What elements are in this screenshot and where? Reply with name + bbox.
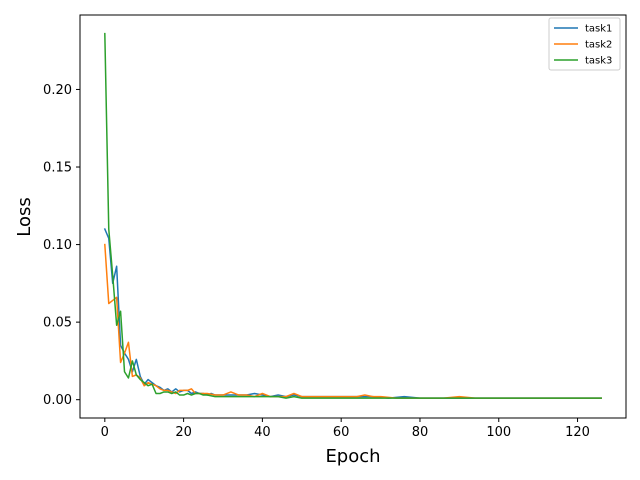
y-tick-label: 0.10: [43, 238, 72, 253]
x-tick-label: 120: [565, 425, 590, 440]
legend-label-task3: task3: [585, 56, 612, 67]
x-tick-label: 40: [254, 425, 271, 440]
legend-box: [548, 17, 621, 71]
y-tick-label: 0.20: [43, 83, 72, 98]
x-tick-label: 60: [333, 425, 350, 440]
x-tick-label: 100: [486, 425, 511, 440]
y-tick-label: 0.00: [43, 393, 72, 408]
y-axis-ticks: 0.00 0.05 0.10 0.15 0.20: [43, 83, 80, 408]
x-tick-label: 80: [412, 425, 429, 440]
y-axis-label: Loss: [14, 197, 35, 236]
legend-label-task2: task2: [585, 40, 612, 51]
y-tick-label: 0.15: [43, 161, 72, 176]
x-tick-label: 0: [101, 425, 109, 440]
plot-lines: [103, 32, 602, 399]
legend-label-task1: task1: [585, 24, 612, 35]
x-axis-ticks: 0 20 40 60 80 100 120: [101, 418, 590, 440]
x-axis-label: Epoch: [325, 446, 380, 467]
legend-entries: task1 task2 task3: [554, 24, 612, 67]
x-tick-label: 20: [175, 425, 192, 440]
series-line-task3: [104, 32, 602, 399]
legend: task1 task2 task3: [548, 17, 621, 71]
y-tick-label: 0.05: [43, 316, 72, 331]
plot-frame: [79, 14, 627, 419]
